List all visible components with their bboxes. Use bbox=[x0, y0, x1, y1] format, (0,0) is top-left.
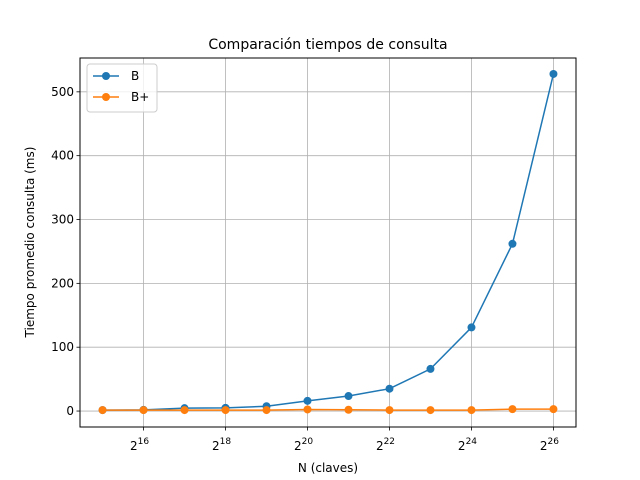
data-point bbox=[344, 392, 353, 401]
x-tick-label: 218 bbox=[212, 437, 231, 453]
data-point bbox=[98, 406, 107, 415]
data-point bbox=[549, 69, 558, 78]
data-point bbox=[303, 405, 312, 414]
x-tick-label: 220 bbox=[294, 437, 313, 453]
legend-marker bbox=[102, 93, 110, 101]
data-point bbox=[139, 406, 148, 415]
plot-frame bbox=[79, 57, 577, 428]
y-tick-label: 100 bbox=[51, 340, 74, 354]
legend-box bbox=[86, 63, 158, 113]
x-axis: 216 218 220 222 224 226 bbox=[130, 427, 559, 453]
grid bbox=[80, 58, 576, 427]
x-tick-label: 216 bbox=[130, 437, 149, 453]
y-tick-label: 400 bbox=[51, 149, 74, 163]
y-tick-label: 500 bbox=[51, 85, 74, 99]
x-tick-label: 226 bbox=[540, 437, 559, 453]
legend-label: B bbox=[131, 69, 139, 83]
data-point bbox=[385, 406, 394, 415]
y-tick-label: 300 bbox=[51, 213, 74, 227]
data-point bbox=[303, 396, 312, 405]
data-point bbox=[467, 406, 476, 415]
chart-title: Comparación tiempos de consulta bbox=[208, 37, 447, 53]
y-tick-label: 200 bbox=[51, 276, 74, 290]
x-tick-label: 224 bbox=[458, 437, 477, 453]
x-axis-label: N (claves) bbox=[298, 461, 358, 475]
y-axis: 0 100 200 300 400 500 bbox=[51, 85, 80, 418]
data-point bbox=[385, 384, 394, 393]
data-point bbox=[508, 239, 517, 248]
data-point bbox=[549, 405, 558, 414]
legend-marker bbox=[102, 72, 110, 80]
data-point bbox=[180, 406, 189, 415]
legend-label: B+ bbox=[131, 90, 149, 104]
data-point bbox=[262, 406, 271, 415]
data-point bbox=[426, 406, 435, 415]
data-point bbox=[221, 406, 230, 415]
y-tick-label: 0 bbox=[66, 404, 74, 418]
y-axis-label: Tiempo promedio consulta (ms) bbox=[23, 147, 37, 339]
data-point bbox=[467, 323, 476, 332]
series-line bbox=[102, 408, 554, 411]
data-point bbox=[508, 405, 517, 414]
series-layer bbox=[98, 69, 558, 415]
data-point bbox=[344, 405, 353, 414]
data-point bbox=[426, 364, 435, 373]
series-line bbox=[102, 73, 555, 411]
legend: B B+ bbox=[86, 63, 158, 113]
x-tick-label: 222 bbox=[376, 437, 395, 453]
